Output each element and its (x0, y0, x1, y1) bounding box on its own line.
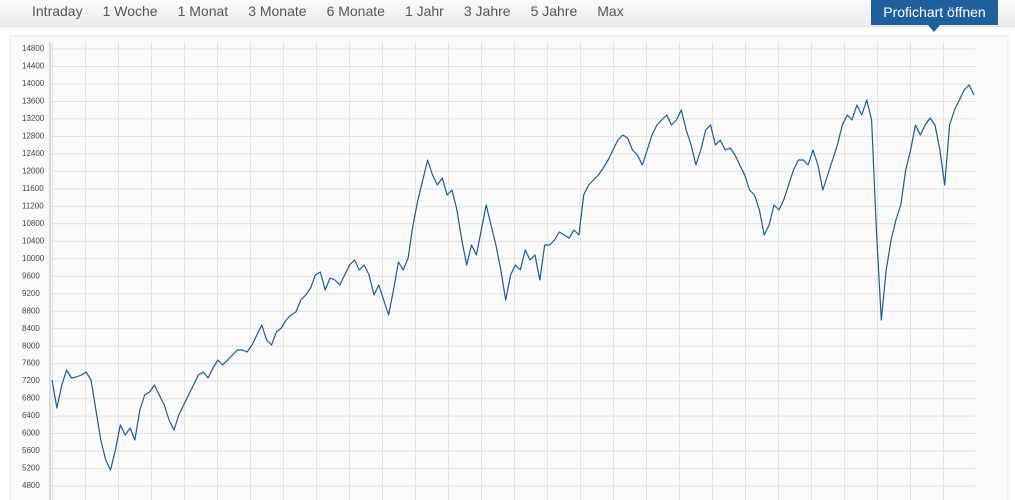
tab[interactable]: 1 Monat (177, 3, 229, 19)
y-tick-label: 10400 (22, 236, 45, 245)
y-tick-label: 8000 (22, 341, 40, 350)
y-tick-label: 12400 (22, 149, 45, 158)
y-tick-label: 10800 (22, 219, 45, 228)
y-tick-label: 5200 (22, 464, 40, 473)
y-tick-label: 13600 (22, 97, 45, 106)
y-tick-label: 8800 (22, 306, 40, 315)
y-tick-label: 14800 (22, 44, 45, 53)
y-tick-label: 8400 (22, 324, 40, 333)
y-tick-label: 10000 (22, 254, 45, 263)
y-tick-label: 11200 (22, 201, 44, 210)
y-tick-label: 7600 (22, 359, 40, 368)
tab[interactable]: 3 Jahre (463, 3, 511, 19)
tab[interactable]: 3 Monate (248, 3, 307, 19)
tab[interactable]: Max (597, 3, 624, 19)
y-tick-label: 4800 (22, 481, 40, 490)
button-pointer (928, 25, 940, 32)
y-tick-label: 6000 (22, 429, 40, 438)
y-tick-label: 13200 (22, 114, 45, 123)
y-tick-label: 9600 (22, 271, 40, 280)
y-tick-label: 6400 (22, 411, 40, 420)
y-tick-label: 11600 (22, 184, 44, 193)
price-line (51, 84, 975, 471)
tab-bar: Intraday 1 Woche 1 Monat 3 Monate 6 Monate 1 … (0, 0, 1015, 27)
y-tick-label: 12000 (22, 166, 45, 175)
y-tick-label: 5600 (22, 446, 40, 455)
profichart-button[interactable]: Profichart öffnen (871, 0, 998, 25)
y-tick-label: 9200 (22, 289, 40, 298)
tab[interactable]: 5 Jahre (530, 3, 578, 19)
y-tick-label: 12800 (22, 132, 45, 141)
tabs: Intraday 1 Woche 1 Monat 3 Monate 6 Monate 1 … (22, 3, 634, 19)
tab[interactable]: 1 Jahr (404, 3, 444, 19)
y-tick-label: 6800 (22, 394, 40, 403)
tab[interactable]: 1 Woche (102, 3, 158, 19)
y-tick-label: 14400 (22, 62, 45, 71)
y-tick-label: 7200 (22, 376, 40, 385)
tab[interactable]: Intraday (32, 3, 83, 19)
y-tick-label: 14000 (22, 79, 45, 88)
tab[interactable]: 6 Monate (326, 3, 385, 19)
